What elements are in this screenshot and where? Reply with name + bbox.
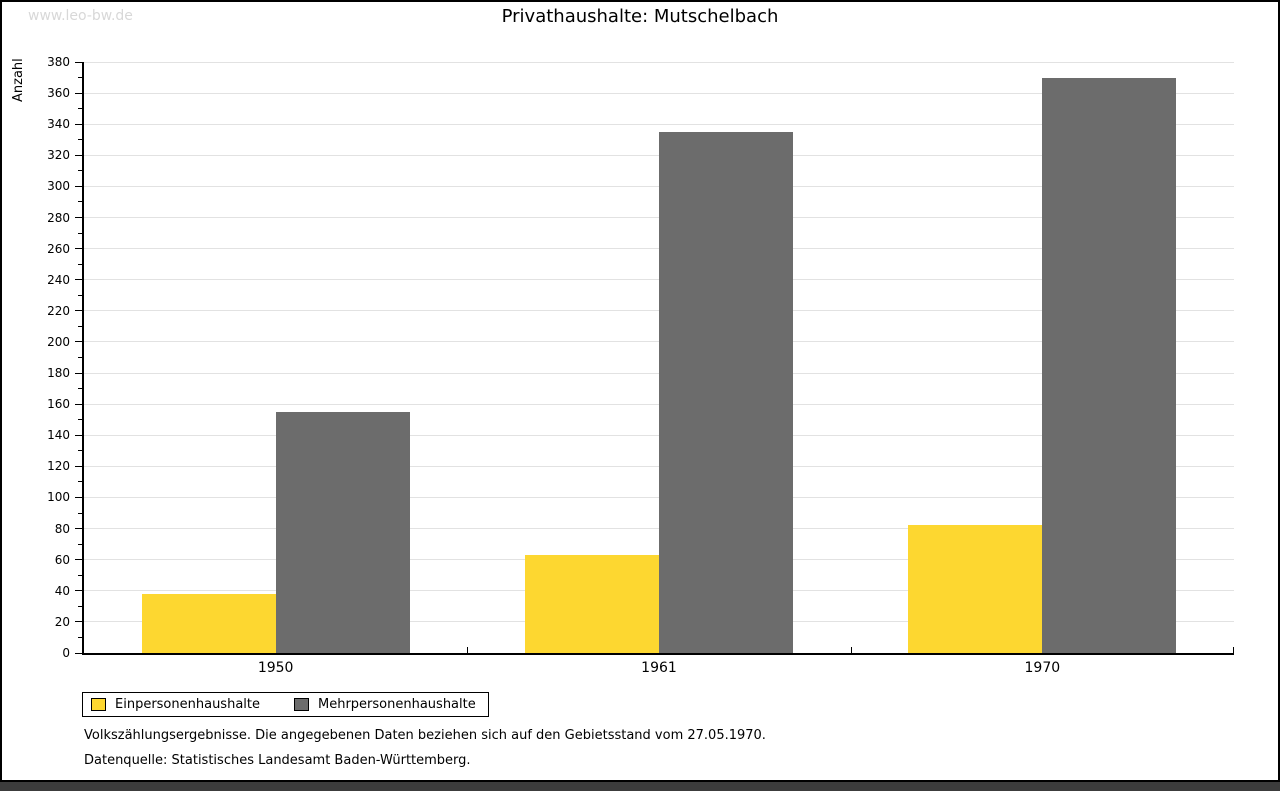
y-tick-50 — [78, 574, 82, 576]
y-tick-260 — [75, 248, 82, 250]
y-tick-label-180: 180 — [47, 366, 70, 381]
y-tick-310 — [78, 170, 82, 172]
y-tick-150 — [78, 419, 82, 421]
y-tick-250 — [78, 263, 82, 265]
y-tick-label-0: 0 — [62, 646, 70, 660]
y-tick-80 — [75, 528, 82, 530]
x-boundary-tick-1 — [467, 647, 469, 653]
plot-area: 0 20 40 60 80 100 120 140 160 180 200 220 240 260 280 3… — [47, 55, 1234, 676]
y-tick-200 — [75, 341, 82, 343]
chart-title: Privathaushalte: Mutschelbach — [501, 6, 779, 27]
y-tick-30 — [78, 605, 82, 607]
gridline-y-340 — [84, 123, 1234, 125]
y-tick-360 — [75, 92, 82, 94]
x-tick-label-1950: 1950 — [257, 660, 294, 676]
y-tick-160 — [75, 403, 82, 405]
y-tick-label-20: 20 — [54, 614, 70, 629]
y-tick-70 — [78, 543, 82, 545]
y-tick-label-200: 200 — [47, 334, 70, 349]
y-tick-label-280: 280 — [47, 210, 70, 225]
y-tick-label-40: 40 — [54, 583, 70, 598]
y-tick-120 — [75, 465, 82, 467]
y-tick-label-140: 140 — [47, 428, 70, 443]
y-tick-10 — [78, 636, 82, 638]
legend-item-einpersonenhaushalte: Einpersonenhaushalte — [91, 697, 260, 712]
bar-1961-einpersonenhaushalte — [524, 555, 659, 653]
y-tick-40 — [75, 590, 82, 592]
bar-1961-mehrpersonenhaushalte — [659, 132, 794, 653]
legend-swatch-icon — [294, 697, 309, 711]
y-axis-line — [82, 62, 84, 653]
legend-label: Mehrpersonenhaushalte — [318, 696, 476, 712]
bar-1970-einpersonenhaushalte — [908, 525, 1043, 653]
y-tick-60 — [75, 559, 82, 561]
y-tick-270 — [78, 232, 82, 234]
y-tick-230 — [78, 294, 82, 296]
y-tick-label-220: 220 — [47, 303, 70, 318]
y-tick-210 — [78, 325, 82, 327]
y-tick-130 — [78, 450, 82, 452]
y-tick-370 — [78, 77, 82, 79]
x-boundary-tick-3 — [1233, 647, 1234, 653]
legend-item-mehrpersonenhaushalte: Mehrpersonenhaushalte — [294, 697, 476, 712]
y-axis-label: Anzahl — [11, 58, 26, 102]
y-tick-170 — [78, 388, 82, 390]
y-tick-240 — [75, 279, 82, 281]
y-tick-label-100: 100 — [47, 490, 70, 505]
y-tick-180 — [75, 372, 82, 374]
y-tick-label-320: 320 — [47, 148, 70, 163]
y-tick-label-340: 340 — [47, 117, 70, 132]
y-tick-label-260: 260 — [47, 241, 70, 256]
x-axis-line — [82, 653, 1234, 655]
y-tick-350 — [78, 108, 82, 110]
y-tick-280 — [75, 217, 82, 219]
watermark: www.leo-bw.de — [28, 8, 133, 24]
y-tick-0 — [75, 652, 82, 654]
x-boundary-tick-2 — [850, 647, 852, 653]
y-tick-330 — [78, 139, 82, 141]
y-tick-110 — [78, 481, 82, 483]
y-tick-label-300: 300 — [47, 179, 70, 194]
y-tick-label-120: 120 — [47, 459, 70, 474]
bar-1950-einpersonenhaushalte — [141, 593, 276, 653]
y-tick-220 — [75, 310, 82, 312]
y-tick-label-380: 380 — [47, 55, 70, 69]
bar-1950-mehrpersonenhaushalte — [275, 411, 410, 653]
y-tick-380 — [75, 61, 82, 63]
gridline-y-380 — [84, 61, 1234, 63]
y-tick-340 — [75, 123, 82, 125]
y-tick-190 — [78, 357, 82, 358]
y-tick-label-60: 60 — [54, 552, 70, 567]
footnote-source: Datenquelle: Statistisches Landesamt Bad… — [84, 753, 471, 768]
y-tick-90 — [78, 512, 82, 514]
bottom-bar — [0, 782, 1280, 791]
bar-1970-mehrpersonenhaushalte — [1042, 77, 1177, 653]
y-tick-20 — [75, 621, 82, 623]
y-tick-label-360: 360 — [47, 86, 70, 101]
y-tick-320 — [75, 154, 82, 156]
y-tick-100 — [75, 496, 82, 498]
y-tick-300 — [75, 185, 82, 187]
y-tick-label-80: 80 — [54, 521, 70, 536]
footnote-geography: Volkszählungsergebnisse. Die angegebenen… — [84, 728, 766, 743]
legend-label: Einpersonenhaushalte — [115, 696, 260, 712]
gridline-y-360 — [84, 92, 1234, 94]
y-tick-140 — [75, 434, 82, 436]
y-tick-290 — [78, 201, 82, 203]
legend-swatch-icon — [91, 697, 106, 711]
x-tick-label-1961: 1961 — [641, 660, 677, 676]
y-tick-label-160: 160 — [47, 397, 70, 412]
y-tick-label-240: 240 — [47, 272, 70, 287]
legend: Einpersonenhaushalte Mehrpersonenhaushalt… — [82, 692, 489, 717]
x-tick-label-1970: 1970 — [1024, 660, 1061, 676]
